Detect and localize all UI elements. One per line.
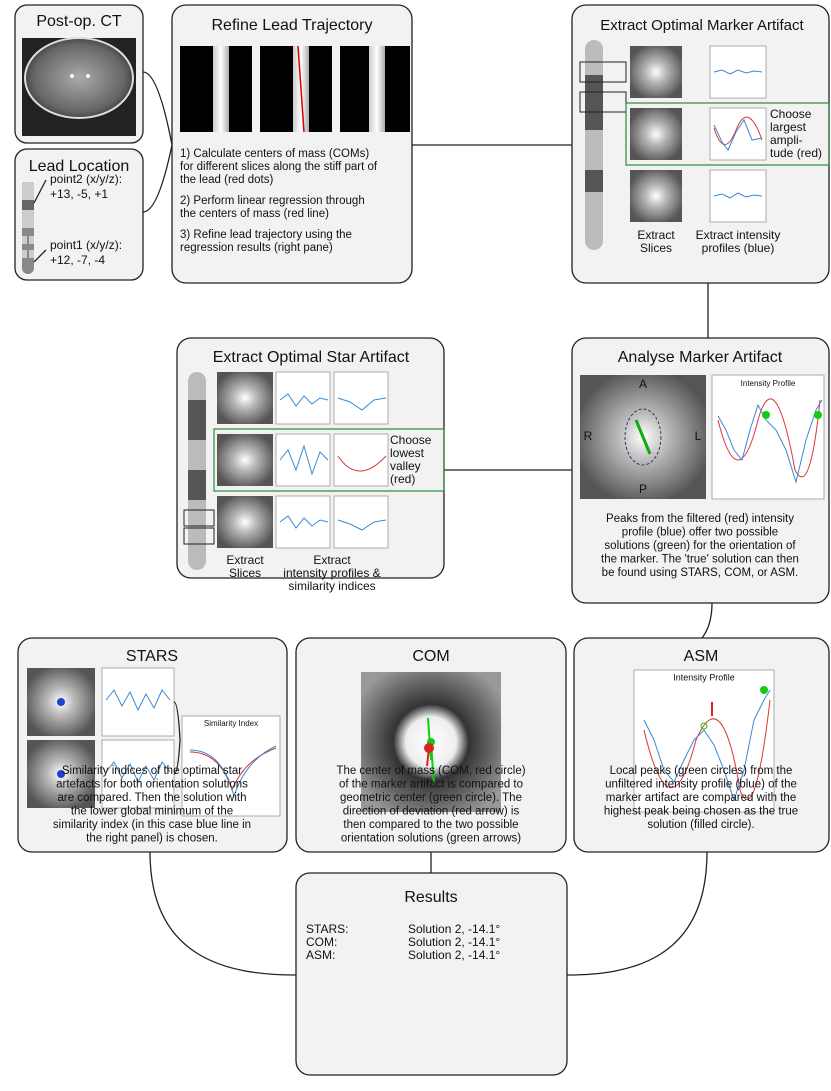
description: are compared. Then the solution with (57, 792, 246, 804)
plot-title: Similarity Index (204, 719, 258, 728)
result-value: Solution 2, -14.1° (408, 935, 500, 949)
ct-lead (70, 74, 74, 78)
description: solution (filled circle). (647, 819, 754, 831)
choose-text: ampli- (770, 133, 803, 147)
plot-title: Intensity Profile (673, 672, 735, 682)
step-text: 2) Perform linear regression through (180, 195, 365, 207)
analyse-graphics (580, 375, 824, 499)
result-method: ASM: (306, 948, 335, 962)
refine-images (180, 46, 410, 132)
ct-skull (25, 38, 133, 118)
choose-text: (red) (390, 472, 415, 486)
box-title: ASM (684, 648, 719, 665)
description: of the marker artifact is compared to (339, 779, 523, 791)
caption: Extract intensity (696, 228, 781, 242)
diagram: Post-op. CTLead Locationpoint2 (x/y/z):+… (0, 0, 831, 1091)
box-title: STARS (126, 648, 178, 665)
choose-text: Choose (390, 433, 432, 447)
caption: Extract (637, 228, 675, 242)
point-label: point1 (x/y/z): (50, 238, 122, 252)
box-title: COM (412, 648, 449, 665)
orientation-label: A (639, 377, 647, 391)
description: solutions (green) for the orientation of (604, 540, 796, 552)
plot-title: Intensity Profile (741, 379, 796, 388)
result-method: COM: (306, 935, 337, 949)
com-graphics (361, 672, 501, 812)
description: be found using STARS, COM, or ASM. (602, 567, 799, 579)
orientation-label: P (639, 482, 647, 496)
step-text: 3) Refine lead trajectory using the (180, 229, 352, 241)
choose-text: tude (red) (770, 146, 822, 160)
description: The center of mass (COM, red circle) (336, 765, 525, 777)
step-text: regression results (right pane) (180, 242, 333, 254)
connector (567, 852, 707, 975)
choose-text: largest (770, 120, 807, 134)
caption: Extract (313, 553, 351, 567)
description: artefacts for both orientation solutions (56, 779, 248, 791)
step-text: the lead (red dots) (180, 174, 274, 186)
caption: Extract (226, 553, 264, 567)
description: the lower global minimum of the (71, 806, 233, 818)
result-method: STARS: (306, 922, 348, 936)
step-text: 1) Calculate centers of mass (COMs) (180, 148, 369, 160)
description: Peaks from the filtered (red) intensity (606, 513, 794, 525)
box-title: Results (404, 889, 457, 906)
caption: similarity indices (288, 579, 375, 593)
description: Local peaks (green circles) from the (610, 765, 793, 777)
choose-text: lowest (390, 446, 425, 460)
connector (150, 852, 296, 975)
description: profile (blue) offer two possible (622, 527, 778, 539)
description: unfiltered intensity profile (blue) of t… (605, 779, 797, 791)
description: the marker. The 'true' solution can then (601, 554, 799, 566)
description: orientation solutions (green arrows) (341, 833, 521, 845)
caption: profiles (blue) (702, 241, 775, 255)
result-value: Solution 2, -14.1° (408, 922, 500, 936)
description: similarity index (in this case blue line… (53, 819, 251, 831)
point-label: point2 (x/y/z): (50, 172, 122, 186)
step-text: the centers of mass (red line) (180, 208, 329, 220)
description: the right panel) is chosen. (86, 833, 218, 845)
box-title: Extract Optimal Marker Artifact (600, 17, 804, 34)
ct-lead (86, 74, 90, 78)
asm-graphics (634, 670, 774, 812)
orientation-label: R (584, 429, 593, 443)
step-text: for different slices along the stiff par… (180, 161, 378, 173)
description: then compared to the two possible (343, 819, 518, 831)
box-title: Analyse Marker Artifact (618, 349, 783, 366)
description: marker artifact are compared with the (606, 792, 796, 804)
choose-text: Choose (770, 107, 812, 121)
point-value: +13, -5, +1 (50, 187, 108, 201)
choose-text: valley (390, 459, 421, 473)
point-value: +12, -7, -4 (50, 253, 105, 267)
connector (702, 603, 712, 638)
box-title: Extract Optimal Star Artifact (213, 349, 410, 366)
connector (143, 72, 172, 145)
description: geometric center (green circle). The (340, 792, 522, 804)
caption: intensity profiles & (283, 566, 380, 580)
result-value: Solution 2, -14.1° (408, 948, 500, 962)
description: highest peak being chosen as the true (604, 806, 798, 818)
box-title: Post-op. CT (36, 13, 122, 30)
caption: Slices (229, 566, 261, 580)
description: direction of deviation (red arrow) is (343, 806, 520, 818)
caption: Slices (640, 241, 672, 255)
orientation-label: L (695, 429, 702, 443)
connector (143, 145, 172, 212)
description: Similarity indices of the optimal star (62, 765, 242, 777)
box-title: Refine Lead Trajectory (212, 17, 373, 34)
